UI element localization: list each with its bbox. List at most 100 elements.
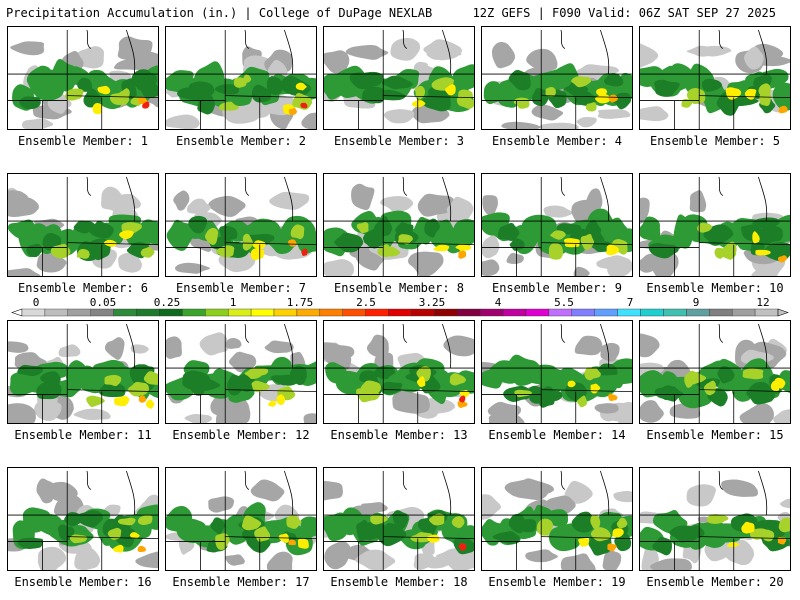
precip-area [759,92,772,107]
colorbar-cell [388,308,412,317]
colorbar-cell [411,308,435,317]
precip-area [366,334,389,359]
precip-area [173,190,190,211]
precip-area [417,193,455,217]
precip-map [640,323,790,423]
state-border [225,389,316,393]
precip-area [703,224,735,246]
precip-area [684,371,697,388]
precip-area [356,222,369,234]
precip-area [17,364,44,377]
precip-area [571,199,601,226]
precip-map [8,323,158,423]
precip-area [83,88,103,108]
precip-area [584,367,595,381]
precip-map [166,176,316,276]
colorbar-min-arrow [11,308,23,317]
precip-area [251,84,272,103]
colorbar-cell [686,308,710,317]
precip-area [545,87,557,97]
precip-area [742,368,764,380]
precip-area [427,537,441,544]
ensemble-member-label: Ensemble Member: 13 [330,428,468,442]
precip-area [276,394,286,406]
state-border [600,29,610,75]
precip-area [187,198,212,215]
state-border [560,29,566,49]
precip-area [8,403,37,423]
precip-area [65,88,84,101]
precip-area [138,96,148,105]
state-border [383,536,474,540]
precip-area [741,521,755,534]
ensemble-member-label: Ensemble Member: 2 [175,134,307,148]
precip-area [140,246,156,258]
precip-area [756,519,783,531]
precip-area [576,117,597,128]
precip-area [242,233,254,251]
precip-area [773,409,790,423]
state-border [600,470,610,516]
precip-map [324,29,474,129]
precip-area [580,233,595,250]
precip-area [288,239,297,247]
ensemble-member-label: Ensemble Member: 16 [14,575,152,589]
precip-area [556,367,585,387]
ensemble-member-label: Ensemble Member: 10 [646,281,784,295]
precip-area [525,549,560,563]
precip-area [697,222,713,233]
colorbar-cell [502,308,527,317]
precip-area [137,514,153,526]
precip-map [640,470,790,570]
state-border [67,95,158,99]
precip-area [491,41,516,69]
ensemble-map-panel [481,320,633,424]
state-border [560,323,566,343]
colorbar-cell [319,308,343,317]
colorbar-cell [617,308,641,317]
precip-area [571,511,596,533]
precip-area [543,205,575,218]
precip-area [482,195,499,216]
precip-area [456,96,474,109]
precip-area [777,537,787,545]
state-border [560,470,566,490]
precip-area [770,380,780,392]
colorbar-tick-label: 7 [627,297,634,309]
precip-area [188,215,208,234]
precip-area [778,105,788,114]
precip-area [616,517,628,529]
precip-map [166,29,316,129]
colorbar-tick-label: 9 [693,297,700,309]
precip-map [640,29,790,129]
precip-area [455,244,472,252]
colorbar-labels: 0 0.05 0.25 1 1.75 2.5 3.25 4 5.5 7 9 12 [33,297,770,309]
ensemble-member-label: Ensemble Member: 8 [333,281,465,295]
precip-area [567,380,576,388]
ensemble-member-label: Ensemble Member: 6 [17,281,149,295]
colorbar-max-arrow [777,308,789,317]
precip-area [482,235,500,259]
precip-area [76,248,90,259]
precip-area [233,77,247,88]
precip-area [650,558,693,570]
precip-area [266,76,284,96]
precip-area [98,382,126,398]
precip-area [772,82,790,111]
precip-area [574,335,604,356]
precip-area [702,45,733,57]
precip-area [777,255,788,263]
ensemble-map-panel [7,173,159,277]
colorbar-tick-label: 0 [33,297,40,309]
state-border [442,29,452,75]
state-border [244,29,250,49]
state-border [758,29,768,75]
map-title: Precipitation Accumulation (in.) | Colle… [6,6,433,20]
precip-area [424,218,441,238]
precip-area [571,76,592,88]
precip-area [390,37,421,61]
precip-area [755,249,772,256]
precip-area [482,259,500,276]
state-border [86,176,92,196]
ensemble-member-label: Ensemble Member: 9 [491,281,623,295]
